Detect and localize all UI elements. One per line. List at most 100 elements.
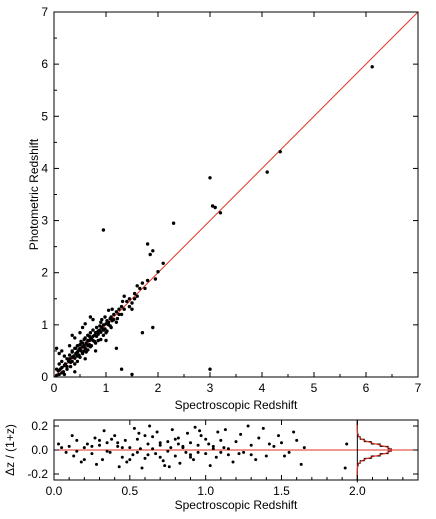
main-point [70,359,74,364]
residual-point [292,430,296,434]
residual-point [204,437,208,441]
residual-point [178,461,182,465]
residual-point [219,438,223,442]
residual-point [117,465,121,469]
main-point [140,281,145,285]
main-point [60,371,64,375]
main-point [82,344,86,348]
residual-x-axis-label: Spectroscopic Redshift [175,498,298,512]
residual-point [82,446,86,450]
residual-point [108,450,112,454]
main-point [86,344,90,348]
main-point [208,176,212,180]
main-point [93,349,98,353]
main-point [153,277,158,281]
residual-point [264,454,268,458]
residual-point [257,436,261,440]
main-point [110,307,114,311]
main-point [57,351,61,356]
main-point [100,317,104,322]
residual-point [192,458,195,462]
residual-point [239,432,243,436]
residual-point [345,442,349,446]
residual-point [234,440,238,444]
main-point [138,286,142,291]
residual-point [98,443,101,447]
main-point [67,353,72,357]
main-point [60,359,64,364]
residual-point [98,438,101,442]
main-point [210,204,215,208]
residual-point [166,440,170,444]
residual-point [60,446,64,450]
main-point [88,315,93,319]
main-point [65,357,69,361]
main-point [83,357,87,361]
residual-point [128,446,132,450]
residual-point [72,454,76,458]
main-point [91,317,95,322]
residual-point [75,438,79,442]
residual-point [254,458,258,462]
main-point [114,310,119,314]
residual-point [67,444,71,448]
main-point [151,249,155,253]
residual-point [204,452,208,456]
main-point [96,332,100,336]
residual-point [216,430,220,434]
residual-point [75,449,79,453]
residual-point [267,442,271,446]
residual-point [193,425,197,429]
residual-point [110,437,114,441]
residual-point [135,437,139,441]
main-point [92,339,97,344]
main-point [101,328,106,332]
histogram-gaussian-fit [356,420,392,480]
residual-points [57,424,349,470]
residual-point [151,447,155,451]
main-point [73,336,77,340]
main-point [89,344,94,348]
residual-point [167,465,171,469]
main-point [135,294,139,298]
residual-point [82,458,86,462]
main-point [80,325,85,330]
main-point [60,365,64,370]
residual-point [176,436,180,440]
residual-point [222,446,226,450]
main-y-tick-label: 2 [41,266,48,280]
main-y-tick-label: 7 [41,5,48,19]
residual-x-tick-label: 1.5 [273,484,290,498]
main-point [105,329,109,333]
main-point [75,359,80,364]
residual-point [123,438,127,442]
main-point [83,322,87,326]
main-point [122,294,126,298]
residual-point [226,447,230,451]
residual-point [226,453,230,457]
residual-point [237,452,241,456]
main-point [171,221,176,225]
main-point [104,338,108,343]
residual-point [189,441,192,445]
residual-point [154,452,158,456]
residual-point [176,442,180,446]
main-point [145,242,150,246]
main-point [218,211,223,215]
residual-point [283,454,286,458]
main-point [84,341,88,345]
residual-point [249,443,253,447]
main-x-tick-label: 1 [103,381,110,395]
main-point [75,344,80,348]
residual-point [280,441,283,445]
main-point [156,270,160,274]
residual-ticks: 0.0 0.5 1.0 1.5 2.0 0.2 0.0 -0.2 [27,419,418,498]
residual-point [143,434,147,438]
residual-point [140,466,144,470]
main-x-axis-label: Spectroscopic Redshift [175,398,298,412]
residual-point [138,447,142,451]
residual-point [166,449,170,453]
residual-point [105,449,109,453]
residual-point [102,429,106,433]
